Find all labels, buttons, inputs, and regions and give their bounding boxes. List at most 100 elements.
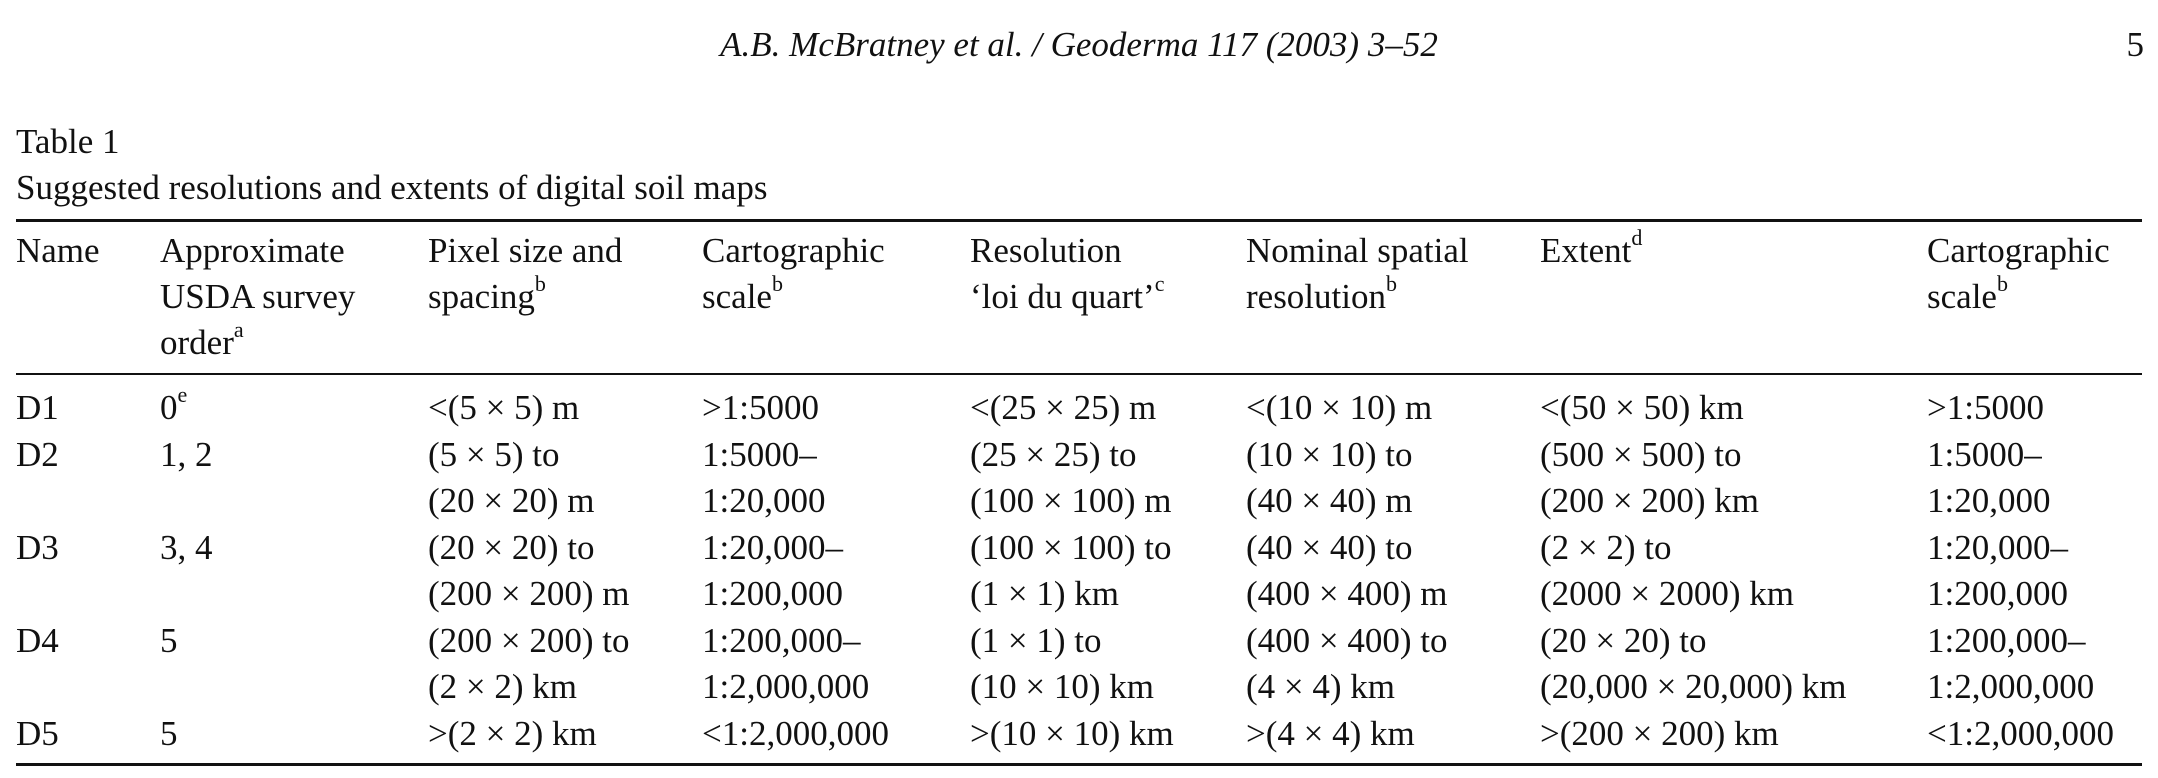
table-cell-line: (25 × 25) to bbox=[970, 434, 1137, 474]
table-cell: (100 × 100) to (1 × 1) km bbox=[970, 525, 1172, 618]
column-header-line: Cartographic bbox=[1927, 231, 2110, 270]
row-survey-order: 0e bbox=[160, 382, 188, 432]
row-name: D5 bbox=[16, 713, 59, 753]
survey-order-value: 5 bbox=[160, 713, 178, 753]
table-cell: <(50 × 50) km bbox=[1540, 385, 1744, 432]
column-header-line-wrap: ‘loi du quart’c bbox=[970, 271, 1165, 320]
table-cell-line: (100 × 100) to bbox=[970, 527, 1172, 567]
table-cell: <1:2,000,000 bbox=[1927, 711, 2114, 758]
table-cell: <(25 × 25) m bbox=[970, 385, 1156, 432]
footnote-marker: b bbox=[534, 271, 546, 297]
table-cell-line: 1:200,000– bbox=[702, 620, 861, 660]
footnote-marker: e bbox=[177, 382, 188, 408]
table-cell-line: (20 × 20) to bbox=[428, 527, 595, 567]
running-title: A.B. McBratney et al. / Geoderma 117 (20… bbox=[720, 25, 1438, 64]
table-cell-line: (400 × 400) to bbox=[1246, 620, 1448, 660]
table-cell: (20 × 20) to (20,000 × 20,000) km bbox=[1540, 618, 1847, 711]
column-header-line: ‘loi du quart’ bbox=[970, 277, 1155, 316]
page-number: 5 bbox=[2126, 25, 2145, 64]
table-cell: >(200 × 200) km bbox=[1540, 711, 1779, 758]
row-survey-order: 3, 4 bbox=[160, 525, 213, 572]
table-cell: (40 × 40) to (400 × 400) m bbox=[1246, 525, 1448, 618]
table-cell-line: (200 × 200) m bbox=[428, 574, 630, 613]
table-caption: Suggested resolutions and extents of dig… bbox=[16, 168, 768, 207]
table-cell-line: 1:20,000 bbox=[1927, 481, 2051, 520]
table-cell-line: (20 × 20) to bbox=[1540, 620, 1707, 660]
table-cell-line: (500 × 500) to bbox=[1540, 434, 1742, 474]
column-header-line-wrap: spacingb bbox=[428, 271, 622, 320]
table-cell-line: (2 × 2) to bbox=[1540, 527, 1672, 567]
table-cell-line: 1:20,000– bbox=[1927, 527, 2068, 567]
table-top-rule bbox=[16, 219, 2142, 222]
table-cell-line: 1:2,000,000 bbox=[702, 667, 870, 706]
table-cell: >(10 × 10) km bbox=[970, 711, 1174, 758]
column-header: Cartographic scaleb bbox=[1927, 228, 2110, 320]
table-cell: >(2 × 2) km bbox=[428, 711, 597, 758]
table-row: D1 0e <(5 × 5) m >1:5000 <(25 × 25) m <(10 × … bbox=[0, 382, 2158, 432]
table-cell: 1:5000– 1:20,000 bbox=[1927, 432, 2050, 525]
table-row: D3 3, 4 (20 × 20) to (200 × 200) m 1:20,000–… bbox=[0, 525, 2158, 618]
table-cell: (200 × 200) to (2 × 2) km bbox=[428, 618, 630, 711]
table-cell-line: 1:5000– bbox=[702, 434, 817, 474]
table-cell-line: (2000 × 2000) km bbox=[1540, 574, 1795, 613]
table-row: D5 5 >(2 × 2) km <1:2,000,000 >(10 × 10) km >… bbox=[0, 711, 2158, 758]
table-cell-line: <1:2,000,000 bbox=[1927, 713, 2114, 753]
table-cell-line: (100 × 100) m bbox=[970, 481, 1172, 520]
table-cell-line: >(200 × 200) km bbox=[1540, 713, 1779, 753]
table-cell-line: 1:200,000 bbox=[1927, 574, 2068, 613]
table-cell-line: 1:20,000– bbox=[702, 527, 843, 567]
table-cell-line: (10 × 10) to bbox=[1246, 434, 1413, 474]
column-header-line: Pixel size and bbox=[428, 231, 623, 270]
table-cell-line: 1:5000– bbox=[1927, 434, 2042, 474]
table-cell-line: (20,000 × 20,000) km bbox=[1540, 667, 1847, 706]
table-cell: 1:200,000– 1:2,000,000 bbox=[1927, 618, 2094, 711]
column-header: Name bbox=[16, 228, 100, 274]
table-cell: (5 × 5) to (20 × 20) m bbox=[428, 432, 595, 525]
column-header-line-wrap: Extentd bbox=[1540, 227, 1642, 274]
table-bottom-rule bbox=[16, 763, 2142, 766]
table-cell: 1:20,000– 1:200,000 bbox=[1927, 525, 2068, 618]
footnote-marker: c bbox=[1154, 271, 1165, 297]
column-header: Extentd bbox=[1540, 227, 1642, 274]
table-cell-line: (10 × 10) km bbox=[970, 667, 1155, 706]
row-name: D4 bbox=[16, 620, 59, 660]
table-cell-line: (400 × 400) m bbox=[1246, 574, 1448, 613]
column-header-line: Name bbox=[16, 231, 100, 270]
table-cell-line: 1:2,000,000 bbox=[1927, 667, 2095, 706]
table-cell: <(5 × 5) m bbox=[428, 385, 579, 432]
table-cell: <1:2,000,000 bbox=[702, 711, 889, 758]
table-cell: (400 × 400) to (4 × 4) km bbox=[1246, 618, 1448, 711]
table-cell-line: <1:2,000,000 bbox=[702, 713, 889, 753]
table-cell-line: (200 × 200) to bbox=[428, 620, 630, 660]
column-header: Resolution ‘loi du quart’c bbox=[970, 228, 1164, 320]
table-cell: (20 × 20) to (200 × 200) m bbox=[428, 525, 630, 618]
column-header-line-wrap: resolutionb bbox=[1246, 271, 1469, 320]
table-cell: (25 × 25) to (100 × 100) m bbox=[970, 432, 1172, 525]
table-cell-line: (1 × 1) to bbox=[970, 620, 1102, 660]
row-name: D3 bbox=[16, 527, 59, 567]
column-header-line: order bbox=[160, 323, 234, 362]
table-header-rule bbox=[16, 373, 2142, 375]
column-header-line: Extent bbox=[1540, 231, 1632, 270]
table-cell-line: >1:5000 bbox=[1927, 388, 2044, 427]
table-cell-line: <(10 × 10) m bbox=[1246, 388, 1433, 427]
column-header-line: spacing bbox=[428, 277, 535, 316]
table-cell-line: (4 × 4) km bbox=[1246, 667, 1396, 706]
table-cell-line: (5 × 5) to bbox=[428, 434, 560, 474]
table-row: D2 1, 2 (5 × 5) to (20 × 20) m 1:5000– 1:20,0… bbox=[0, 432, 2158, 525]
survey-order-value: 3, 4 bbox=[160, 527, 213, 567]
column-header-line: Nominal spatial bbox=[1246, 231, 1469, 270]
table-cell: (1 × 1) to (10 × 10) km bbox=[970, 618, 1154, 711]
footnote-marker: b bbox=[1385, 271, 1397, 297]
table-cell: >1:5000 bbox=[702, 385, 819, 432]
table-cell-line: (2 × 2) km bbox=[428, 667, 578, 706]
column-header-line: Cartographic bbox=[702, 231, 885, 270]
column-header-line: Resolution bbox=[970, 231, 1122, 270]
table-cell-line: (40 × 40) to bbox=[1246, 527, 1413, 567]
column-header-line-wrap: ordera bbox=[160, 319, 355, 366]
table-cell-line: 1:200,000 bbox=[702, 574, 843, 613]
table-cell: (2 × 2) to (2000 × 2000) km bbox=[1540, 525, 1794, 618]
row-name: D1 bbox=[16, 388, 59, 427]
table-cell: (10 × 10) to (40 × 40) m bbox=[1246, 432, 1413, 525]
column-header: Pixel size and spacingb bbox=[428, 228, 622, 320]
